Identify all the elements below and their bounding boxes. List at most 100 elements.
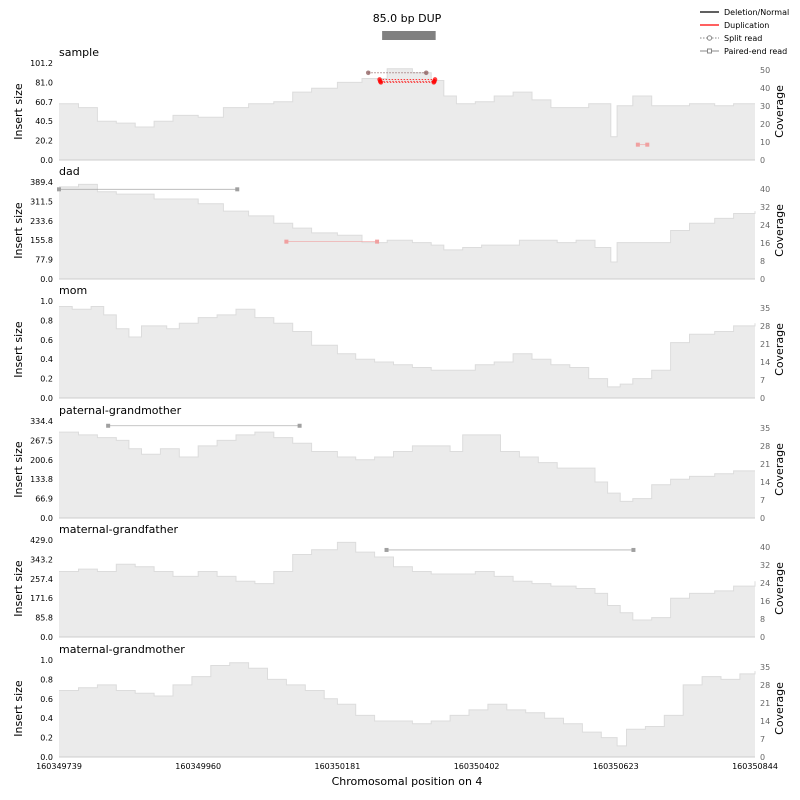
x-tick-label: 160349739 xyxy=(36,762,82,771)
panel-mom: mom 0.0 0.2 0.4 0.6 0.8 1.0 0 7 14 21 28 35 Insert si… xyxy=(12,284,786,403)
coverage-area xyxy=(59,662,755,757)
y-tick-label: 0.0 xyxy=(40,156,53,165)
panel-title: maternal-grandmother xyxy=(59,643,185,656)
read-marker xyxy=(365,70,371,76)
y-tick-label: 133.8 xyxy=(30,475,53,484)
legend-entry: Deletion/Normal xyxy=(700,8,789,17)
y-tick-label: 1.0 xyxy=(40,297,53,306)
chart-title: 85.0 bp DUP xyxy=(373,12,442,25)
panel-title: paternal-grandmother xyxy=(59,404,182,417)
read-dup-split xyxy=(378,80,437,85)
panel-title: mom xyxy=(59,284,87,297)
read-marker xyxy=(297,423,302,428)
y-tick-label: 0.0 xyxy=(40,275,53,284)
read-paired xyxy=(57,187,240,192)
coverage-line xyxy=(59,431,755,502)
legend-entry: Split read xyxy=(700,34,762,43)
y2-tick-label: 40 xyxy=(760,543,770,552)
y-axis-label: Insert size xyxy=(12,83,25,140)
coverage-line xyxy=(59,183,756,263)
legend-label: Duplication xyxy=(724,21,769,30)
y2-tick-label: 21 xyxy=(760,460,770,469)
y2-tick-label: 14 xyxy=(760,478,770,487)
read-paired xyxy=(384,547,636,552)
read-paired xyxy=(106,423,302,428)
y-axis-label: Insert size xyxy=(12,680,25,737)
y2-tick-label: 14 xyxy=(760,358,770,367)
y2-tick-label: 24 xyxy=(760,221,770,230)
y2-axis-label: Coverage xyxy=(773,443,786,496)
x-tick-label: 160350623 xyxy=(593,762,639,771)
y-tick-label: 0.4 xyxy=(40,355,53,364)
variant-bar xyxy=(382,31,436,40)
y2-tick-label: 40 xyxy=(760,84,770,93)
read-dup-paired xyxy=(284,239,380,244)
read-marker xyxy=(284,239,289,244)
y2-axis-label: Coverage xyxy=(773,682,786,735)
y2-tick-label: 8 xyxy=(760,615,765,624)
x-tick-label: 160350402 xyxy=(454,762,500,771)
panel-title: maternal-grandfather xyxy=(59,523,178,536)
panel-sample: sample 0.0 20.2 40.5 60.7 81.0 101.2 0 10 20 30 40 5… xyxy=(12,46,786,165)
y2-tick-label: 28 xyxy=(760,442,770,451)
legend: Deletion/Normal Duplication Split read Pair… xyxy=(700,8,789,56)
read-marker xyxy=(384,547,389,552)
panel-paternal-grandmother: paternal-grandmother 0.0 66.9 133.8 200.6 267… xyxy=(12,404,786,523)
coverage-area xyxy=(59,432,755,518)
x-tick-label: 160350844 xyxy=(732,762,778,771)
legend-entry: Paired-end read xyxy=(700,47,787,56)
coverage-line xyxy=(59,541,756,621)
y-tick-label: 101.2 xyxy=(30,59,53,68)
y2-tick-label: 0 xyxy=(760,633,765,642)
y-tick-label: 267.5 xyxy=(30,436,53,445)
y2-tick-label: 28 xyxy=(760,681,770,690)
y-axis-label: Insert size xyxy=(12,560,25,617)
y-tick-label: 389.4 xyxy=(30,178,53,187)
y2-tick-label: 7 xyxy=(760,496,765,505)
y2-axis-label: Coverage xyxy=(773,562,786,615)
read-marker xyxy=(106,423,111,428)
y2-tick-label: 24 xyxy=(760,579,770,588)
x-axis-label: Chromosomal position on 4 xyxy=(332,775,483,788)
coverage-line xyxy=(59,662,756,747)
read-marker xyxy=(631,547,636,552)
y-tick-label: 20.2 xyxy=(35,137,53,146)
read-split xyxy=(365,70,429,76)
y2-tick-label: 21 xyxy=(760,340,770,349)
x-axis: 160349739 160349960 160350181 160350402 1603… xyxy=(36,762,778,771)
panel-maternal-grandmother: maternal-grandmother 0.0 0.2 0.4 0.6 0.8 1.0 0 7… xyxy=(12,643,786,762)
y2-tick-label: 28 xyxy=(760,322,770,331)
y2-tick-label: 10 xyxy=(760,138,770,147)
y2-tick-label: 50 xyxy=(760,66,770,75)
coverage-area xyxy=(59,68,755,160)
read-marker xyxy=(431,80,437,85)
coverage-line xyxy=(59,306,756,388)
panel-title: dad xyxy=(59,165,80,178)
y2-axis-label: Coverage xyxy=(773,204,786,257)
y2-tick-label: 30 xyxy=(760,102,770,111)
y2-tick-label: 0 xyxy=(760,394,765,403)
y-tick-label: 40.5 xyxy=(35,117,53,126)
y-tick-label: 0.4 xyxy=(40,714,53,723)
y2-tick-label: 7 xyxy=(760,376,765,385)
read-marker xyxy=(635,142,640,147)
y-tick-label: 0.0 xyxy=(40,753,53,762)
y-axis-label: Insert size xyxy=(12,321,25,378)
coverage-area xyxy=(59,184,755,279)
y-tick-label: 0.8 xyxy=(40,316,53,325)
legend-entry: Duplication xyxy=(700,21,769,30)
read-marker xyxy=(375,239,380,244)
y2-tick-label: 20 xyxy=(760,120,770,129)
legend-marker xyxy=(707,48,712,54)
y2-axis-label: Coverage xyxy=(773,323,786,376)
panel-title: sample xyxy=(59,46,99,59)
y2-tick-label: 14 xyxy=(760,717,770,726)
coverage-area xyxy=(59,542,755,637)
y-tick-label: 0.6 xyxy=(40,336,53,345)
panel-maternal-grandfather: maternal-grandfather 0.0 85.8 171.6 257.4 343… xyxy=(12,523,786,642)
x-tick-label: 160350181 xyxy=(314,762,360,771)
y-tick-label: 60.7 xyxy=(35,98,53,107)
y2-tick-label: 0 xyxy=(760,514,765,523)
y-tick-label: 343.2 xyxy=(30,555,53,564)
